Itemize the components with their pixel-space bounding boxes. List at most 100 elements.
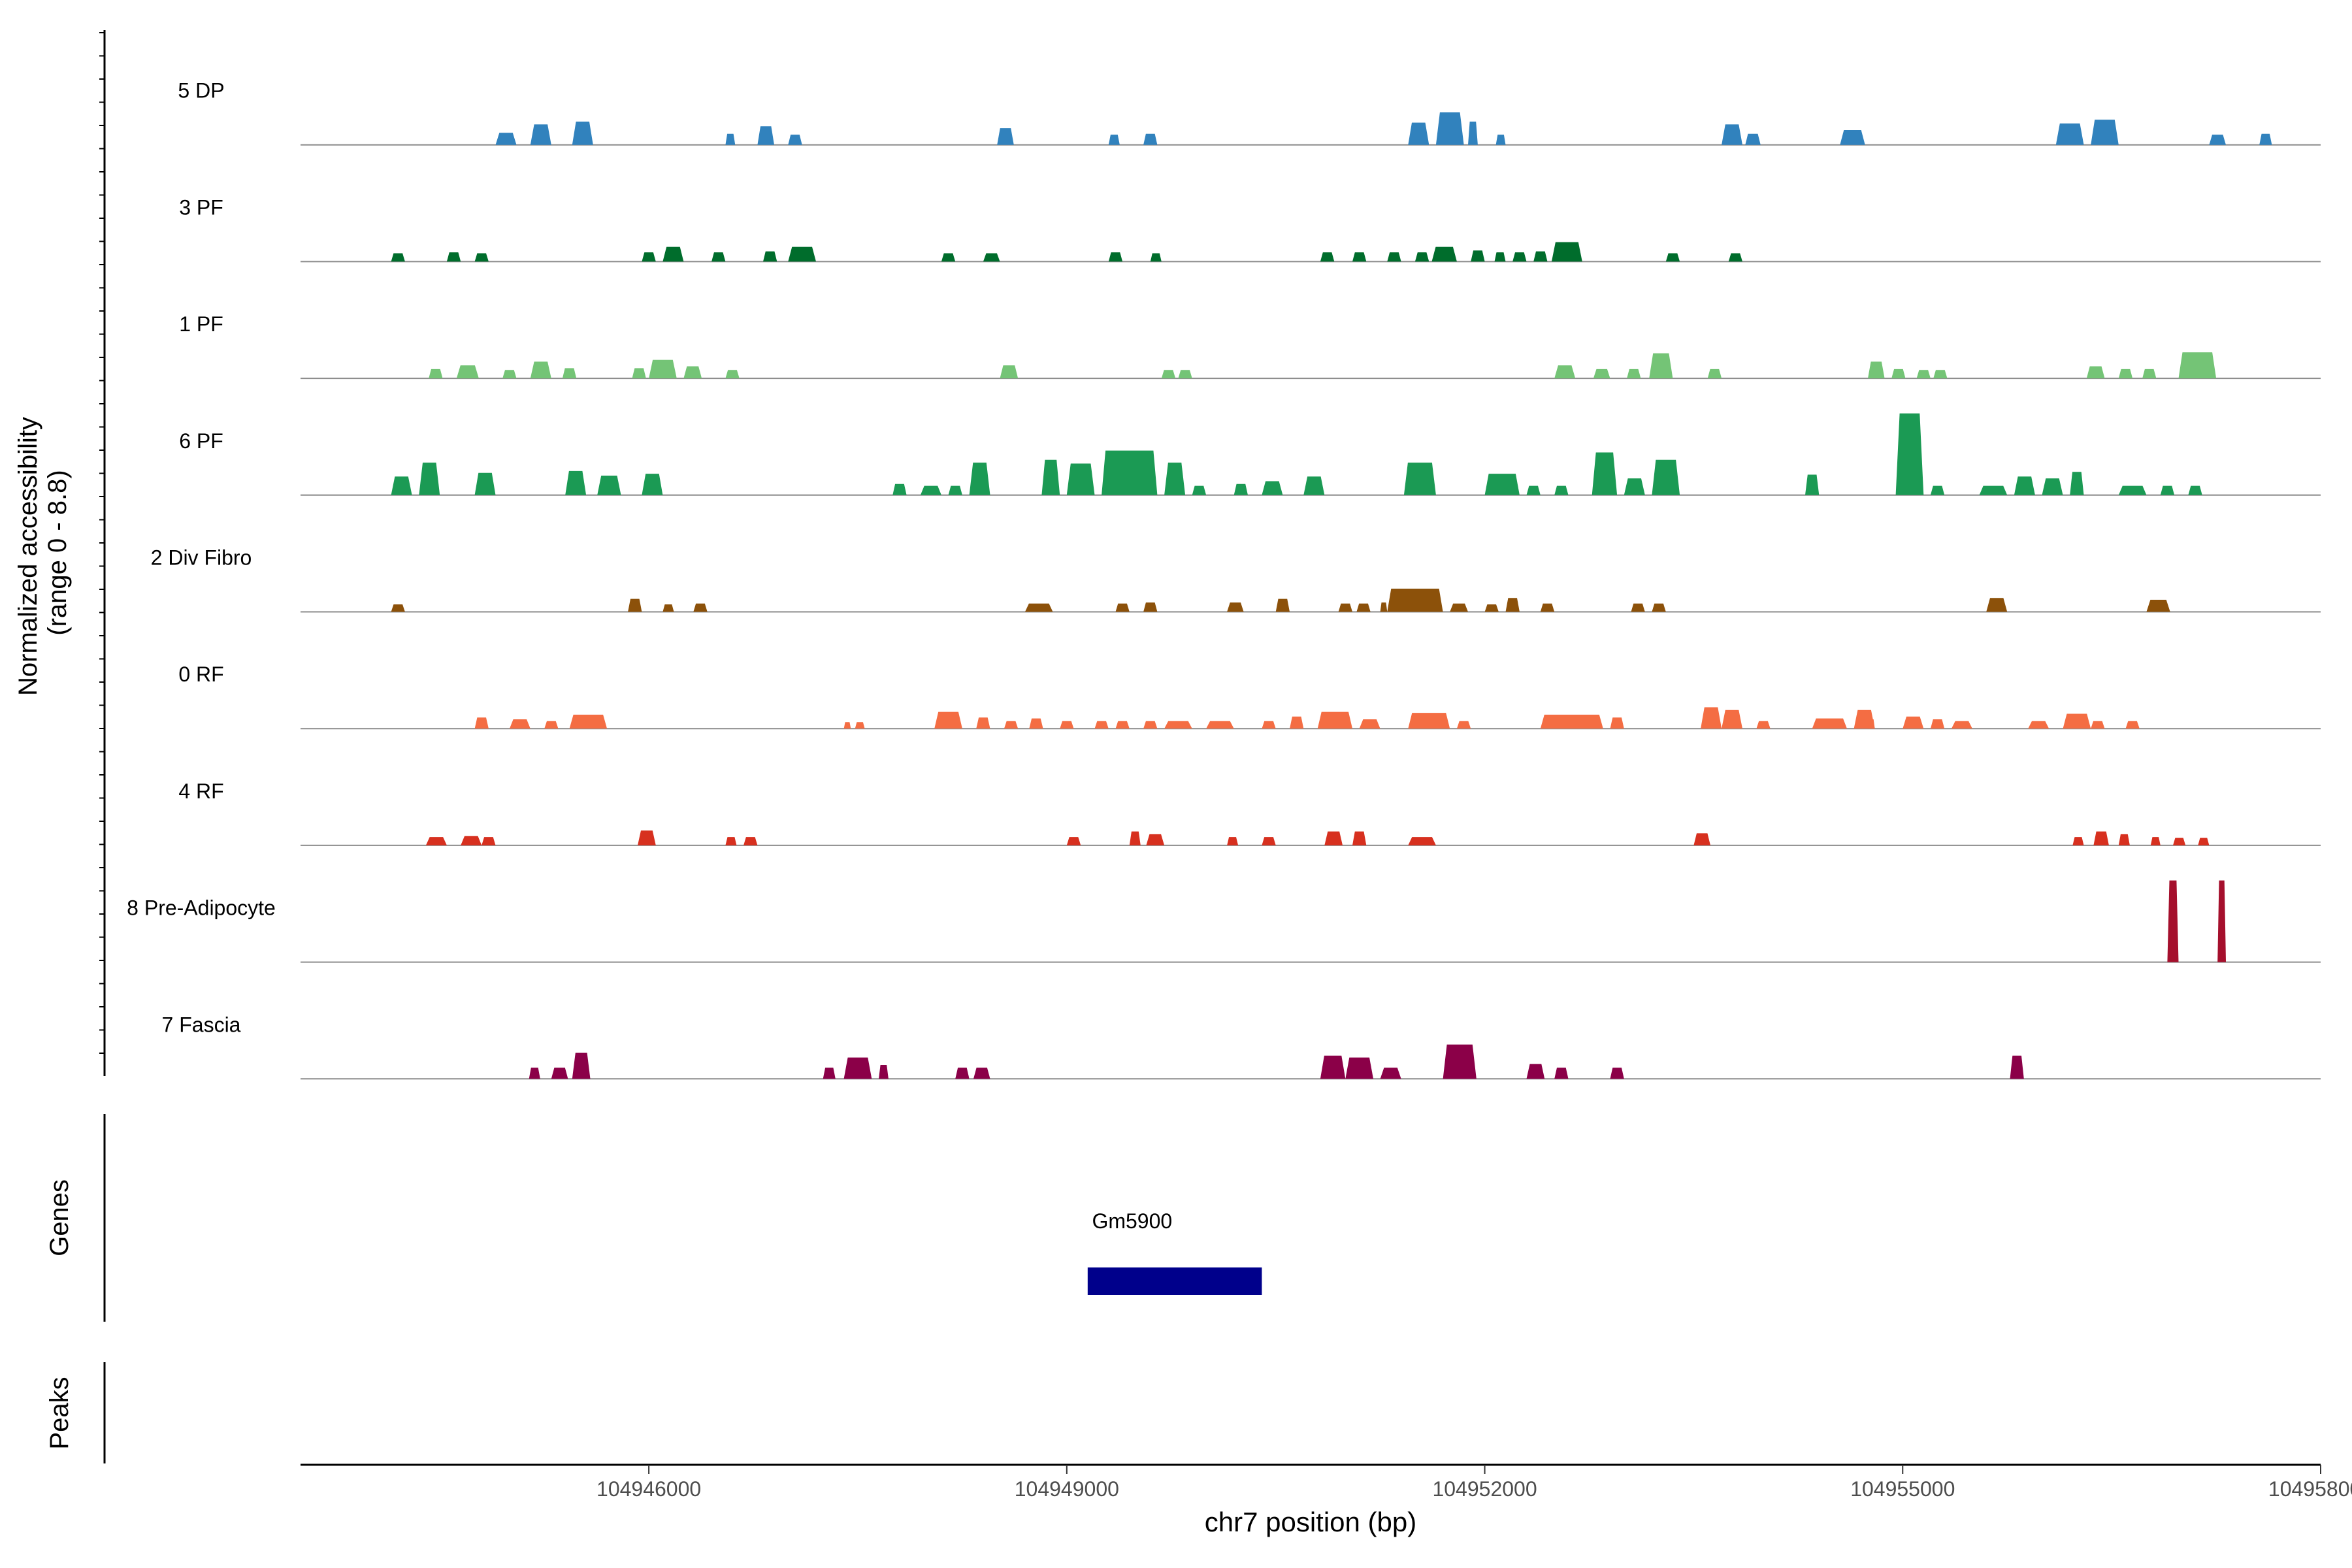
track-label: 5 DP [178, 79, 224, 103]
coverage-peak [1403, 463, 1436, 495]
coverage-peak [2028, 721, 2050, 729]
track-2: 1 PF [179, 312, 2321, 380]
coverage-peak [1387, 589, 1443, 612]
coverage-peak [1554, 365, 1576, 379]
coverage-peak [1443, 1044, 1477, 1079]
coverage-peak [1317, 711, 1352, 729]
coverage-peak [1102, 450, 1158, 495]
coverage-peak [879, 1065, 889, 1079]
coverage-peak [2188, 485, 2202, 495]
coverage-peak [662, 246, 684, 262]
coverage-peak [1930, 719, 1945, 729]
coverage-peak [1526, 1064, 1545, 1079]
coverage-peak [1986, 598, 2008, 612]
coverage-peak [711, 252, 726, 262]
coverage-peak [1387, 252, 1401, 262]
coverage-peak [997, 128, 1014, 145]
coverage-peak [1356, 603, 1371, 612]
coverage-peak [2160, 485, 2175, 495]
coverage-peak [1592, 452, 1618, 495]
coverage-peak [1233, 483, 1248, 495]
coverage-peak [2091, 120, 2119, 145]
coverage-peak [1707, 368, 1722, 379]
coverage-peak [1610, 717, 1624, 729]
coverage-peak [628, 598, 642, 612]
coverage-peak [1108, 252, 1123, 262]
coverage-peak [1593, 368, 1610, 379]
coverage-peak [2259, 133, 2272, 145]
coverage-peak [823, 1068, 836, 1079]
coverage-peak [955, 1068, 970, 1079]
coverage-peak [1610, 1068, 1624, 1079]
coverage-peak [788, 246, 816, 262]
track-4: 2 Div Fibro [151, 546, 2321, 613]
coverage-peak [544, 721, 559, 729]
coverage-peak [632, 368, 646, 379]
coverage-peak [763, 251, 777, 262]
coverage-peak [1624, 478, 1645, 495]
coverage-peak [920, 485, 941, 495]
coverage-peak [1060, 721, 1074, 729]
coverage-peak [892, 483, 907, 495]
coverage-peak [1004, 721, 1019, 729]
coverage-peak [1115, 603, 1130, 612]
coverage-peak [565, 470, 587, 495]
coverage-peak [597, 476, 621, 495]
track-6: 4 RF [178, 779, 2321, 846]
coverage-peak [1380, 1068, 1401, 1079]
coverage-peak [1066, 463, 1095, 495]
coverage-peak [1505, 598, 1520, 612]
coverage-peak [1000, 365, 1019, 379]
coverage-peak [1290, 716, 1304, 729]
coverage-tracks: 5 DP 3 PF 1 PF 6 PF 2 Div Fibro 0 RF 4 RF 8 Pre… [127, 79, 2321, 1080]
coverage-peak [1338, 603, 1352, 612]
coverage-peak [456, 365, 479, 379]
coverage-peak [1951, 721, 1972, 729]
coverage-peak [474, 253, 489, 262]
track-1: 3 PF [179, 195, 2321, 263]
x-tick-label: 104958000 [2268, 1477, 2352, 1501]
coverage-peak [1146, 834, 1165, 845]
coverage-peak [1352, 831, 1367, 845]
coverage-peak [2010, 1055, 2024, 1079]
coverage-peak [1320, 252, 1335, 262]
coverage-peak [530, 124, 551, 145]
track-label: 8 Pre-Adipocyte [127, 896, 276, 920]
coverage-peak [642, 252, 656, 262]
coverage-peak [1143, 133, 1158, 145]
coverage-axis-title-line2: (range 0 - 8.8) [43, 470, 72, 635]
coverage-peak [1435, 112, 1464, 145]
track-label: 2 Div Fibro [151, 546, 252, 570]
coverage-peak [391, 253, 405, 262]
coverage-peak [391, 476, 412, 495]
coverage-peak [1494, 252, 1506, 262]
coverage-peak [1868, 719, 1875, 729]
x-tick-label: 104949000 [1015, 1477, 1119, 1501]
coverage-peak [1930, 485, 1945, 495]
track-label: 1 PF [179, 312, 223, 336]
coverage-peak [1164, 463, 1186, 495]
coverage-peak [1701, 707, 1722, 729]
coverage-peak [855, 722, 865, 729]
coverage-peak [474, 472, 496, 495]
coverage-peak [474, 717, 489, 729]
coverage-peak [1320, 1055, 1346, 1079]
coverage-peak [446, 252, 461, 262]
coverage-peak [1468, 122, 1478, 145]
coverage-peak [569, 714, 608, 729]
coverage-peak [1840, 130, 1865, 145]
x-axis-ticks: 104946000 104949000 104952000 104955000 1049… [596, 1465, 2352, 1501]
coverage-peak [2093, 831, 2109, 845]
coverage-peak [1722, 124, 1742, 145]
coverage-peak [843, 1057, 872, 1079]
coverage-peak [843, 722, 851, 729]
coverage-peak [530, 361, 551, 379]
coverage-peak [1150, 253, 1162, 262]
coverage-peak [1652, 459, 1680, 495]
track-label: 3 PF [179, 195, 223, 219]
coverage-peak [1456, 721, 1471, 729]
coverage-peak [683, 366, 702, 379]
peaks-track-label: Peaks [45, 1377, 74, 1449]
coverage-peak [969, 463, 990, 495]
